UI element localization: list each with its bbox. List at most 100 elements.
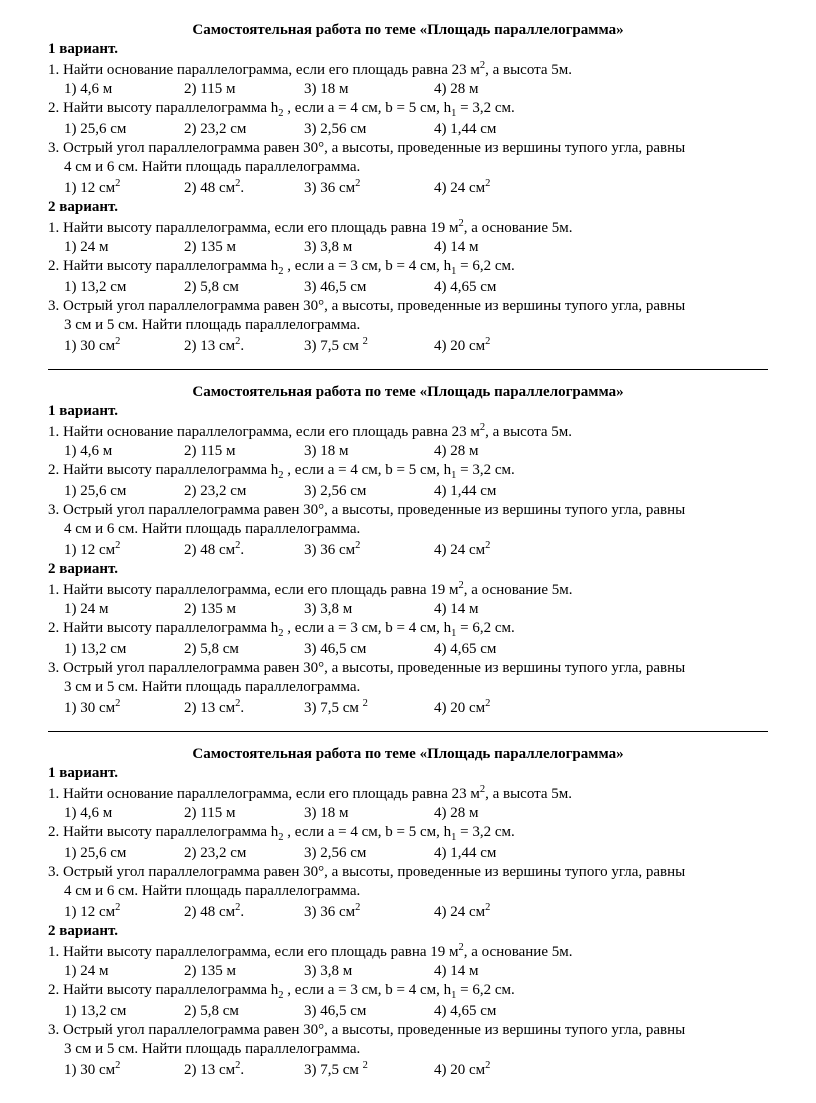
answer-option: 4) 20 см2 — [434, 336, 564, 355]
answer-options: 1) 13,2 см2) 5,8 см3) 46,5 см4) 4,65 см — [64, 641, 768, 658]
answer-option: 4) 1,44 см — [434, 121, 564, 138]
answer-options: 1) 12 см22) 48 см2.3) 36 см24) 24 см2 — [64, 178, 768, 197]
question-continuation: 4 см и 6 см. Найти площадь параллелограм… — [64, 159, 768, 176]
answer-option: 1) 25,6 см — [64, 121, 184, 138]
document-root: Самостоятельная работа по теме «Площадь … — [48, 22, 768, 1079]
answer-option: 2) 115 м — [184, 81, 304, 98]
answer-option: 1) 4,6 м — [64, 805, 184, 822]
answer-option: 3) 3,8 м — [304, 601, 434, 618]
answer-options: 1) 12 см22) 48 см2.3) 36 см24) 24 см2 — [64, 902, 768, 921]
worksheet-title: Самостоятельная работа по теме «Площадь … — [48, 746, 768, 763]
answer-option: 4) 28 м — [434, 81, 564, 98]
answer-option: 2) 115 м — [184, 805, 304, 822]
answer-option: 3) 18 м — [304, 805, 434, 822]
worksheet-title: Самостоятельная работа по теме «Площадь … — [48, 22, 768, 39]
answer-option: 3) 7,5 см 2 — [304, 1060, 434, 1079]
question-text: 3. Острый угол параллелограмма равен 30°… — [48, 864, 768, 881]
answer-option: 2) 23,2 см — [184, 845, 304, 862]
question-text: 1. Найти основание параллелограмма, если… — [48, 784, 768, 803]
answer-option: 2) 13 см2. — [184, 1060, 304, 1079]
question-text: 2. Найти высоту параллелограмма h2 , есл… — [48, 100, 768, 119]
answer-options: 1) 4,6 м2) 115 м3) 18 м4) 28 м — [64, 81, 768, 98]
answer-options: 1) 25,6 см2) 23,2 см3) 2,56 см4) 1,44 см — [64, 483, 768, 500]
question-text: 2. Найти высоту параллелограмма h2 , есл… — [48, 824, 768, 843]
answer-options: 1) 30 см22) 13 см2.3) 7,5 см 24) 20 см2 — [64, 336, 768, 355]
answer-options: 1) 30 см22) 13 см2.3) 7,5 см 24) 20 см2 — [64, 1060, 768, 1079]
answer-option: 1) 12 см2 — [64, 178, 184, 197]
answer-option: 1) 30 см2 — [64, 336, 184, 355]
question-text: 1. Найти основание параллелограмма, если… — [48, 422, 768, 441]
answer-option: 3) 36 см2 — [304, 540, 434, 559]
question-continuation: 4 см и 6 см. Найти площадь параллелограм… — [64, 521, 768, 538]
answer-option: 3) 18 м — [304, 443, 434, 460]
question-text: 2. Найти высоту параллелограмма h2 , есл… — [48, 462, 768, 481]
answer-option: 3) 7,5 см 2 — [304, 336, 434, 355]
separator — [48, 731, 768, 732]
answer-option: 1) 30 см2 — [64, 1060, 184, 1079]
answer-option: 2) 5,8 см — [184, 1003, 304, 1020]
worksheet-block: Самостоятельная работа по теме «Площадь … — [48, 384, 768, 717]
answer-options: 1) 30 см22) 13 см2.3) 7,5 см 24) 20 см2 — [64, 698, 768, 717]
answer-option: 1) 12 см2 — [64, 540, 184, 559]
answer-option: 1) 13,2 см — [64, 279, 184, 296]
answer-option: 3) 18 м — [304, 81, 434, 98]
question-text: 1. Найти высоту параллелограмма, если ег… — [48, 218, 768, 237]
answer-option: 3) 36 см2 — [304, 178, 434, 197]
answer-option: 4) 4,65 см — [434, 279, 564, 296]
answer-option: 4) 24 см2 — [434, 178, 564, 197]
answer-options: 1) 25,6 см2) 23,2 см3) 2,56 см4) 1,44 см — [64, 121, 768, 138]
answer-option: 4) 14 м — [434, 239, 564, 256]
answer-option: 3) 2,56 см — [304, 845, 434, 862]
answer-option: 4) 1,44 см — [434, 483, 564, 500]
question-text: 1. Найти основание параллелограмма, если… — [48, 60, 768, 79]
answer-option: 4) 20 см2 — [434, 698, 564, 717]
answer-option: 2) 13 см2. — [184, 336, 304, 355]
separator — [48, 369, 768, 370]
answer-option: 3) 46,5 см — [304, 641, 434, 658]
answer-option: 1) 24 м — [64, 239, 184, 256]
question-text: 3. Острый угол параллелограмма равен 30°… — [48, 1022, 768, 1039]
worksheet-block: Самостоятельная работа по теме «Площадь … — [48, 746, 768, 1079]
answer-option: 1) 13,2 см — [64, 641, 184, 658]
question-text: 3. Острый угол параллелограмма равен 30°… — [48, 140, 768, 157]
answer-options: 1) 24 м2) 135 м3) 3,8 м4) 14 м — [64, 239, 768, 256]
answer-option: 3) 2,56 см — [304, 121, 434, 138]
answer-options: 1) 13,2 см2) 5,8 см3) 46,5 см4) 4,65 см — [64, 1003, 768, 1020]
answer-option: 4) 24 см2 — [434, 902, 564, 921]
answer-option: 3) 36 см2 — [304, 902, 434, 921]
answer-options: 1) 4,6 м2) 115 м3) 18 м4) 28 м — [64, 805, 768, 822]
question-text: 3. Острый угол параллелограмма равен 30°… — [48, 660, 768, 677]
answer-option: 1) 4,6 м — [64, 443, 184, 460]
answer-option: 1) 25,6 см — [64, 483, 184, 500]
question-continuation: 3 см и 5 см. Найти площадь параллелограм… — [64, 1041, 768, 1058]
answer-options: 1) 12 см22) 48 см2.3) 36 см24) 24 см2 — [64, 540, 768, 559]
worksheet-block: Самостоятельная работа по теме «Площадь … — [48, 22, 768, 355]
answer-option: 2) 23,2 см — [184, 121, 304, 138]
answer-option: 4) 4,65 см — [434, 1003, 564, 1020]
answer-options: 1) 24 м2) 135 м3) 3,8 м4) 14 м — [64, 601, 768, 618]
variant-heading: 1 вариант. — [48, 403, 768, 420]
question-text: 1. Найти высоту параллелограмма, если ег… — [48, 942, 768, 961]
variant-heading: 2 вариант. — [48, 561, 768, 578]
answer-option: 2) 135 м — [184, 239, 304, 256]
answer-options: 1) 24 м2) 135 м3) 3,8 м4) 14 м — [64, 963, 768, 980]
variant-heading: 1 вариант. — [48, 765, 768, 782]
answer-option: 4) 20 см2 — [434, 1060, 564, 1079]
question-continuation: 3 см и 5 см. Найти площадь параллелограм… — [64, 317, 768, 334]
question-continuation: 4 см и 6 см. Найти площадь параллелограм… — [64, 883, 768, 900]
answer-option: 1) 24 м — [64, 963, 184, 980]
question-text: 2. Найти высоту параллелограмма h2 , есл… — [48, 258, 768, 277]
answer-option: 3) 3,8 м — [304, 239, 434, 256]
answer-option: 1) 4,6 м — [64, 81, 184, 98]
answer-option: 2) 48 см2. — [184, 178, 304, 197]
answer-option: 4) 24 см2 — [434, 540, 564, 559]
answer-option: 1) 25,6 см — [64, 845, 184, 862]
answer-option: 2) 23,2 см — [184, 483, 304, 500]
variant-heading: 1 вариант. — [48, 41, 768, 58]
answer-option: 2) 5,8 см — [184, 279, 304, 296]
question-text: 3. Острый угол параллелограмма равен 30°… — [48, 298, 768, 315]
question-text: 2. Найти высоту параллелограмма h2 , есл… — [48, 982, 768, 1001]
answer-options: 1) 25,6 см2) 23,2 см3) 2,56 см4) 1,44 см — [64, 845, 768, 862]
answer-option: 2) 5,8 см — [184, 641, 304, 658]
answer-option: 1) 30 см2 — [64, 698, 184, 717]
